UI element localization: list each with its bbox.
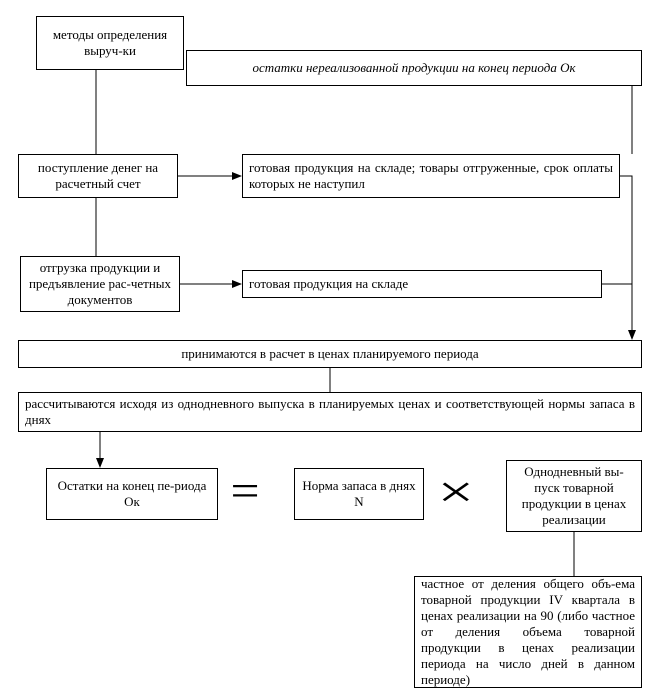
times-symbol: ×	[438, 469, 474, 515]
node-remains: остатки нереализованной продукции на кон…	[186, 50, 642, 86]
node-prices: принимаются в расчет в ценах планируемог…	[18, 340, 642, 368]
node-label: рассчитываются исходя из однодневного вы…	[25, 396, 635, 428]
node-label: Однодневный вы-пуск товарной продукции в…	[513, 464, 635, 528]
symbol-char: ×	[438, 467, 474, 518]
node-label: отгрузка продукции и предъявление рас-че…	[27, 260, 173, 308]
node-label: принимаются в расчет в ценах планируемог…	[181, 346, 478, 362]
node-income: поступление денег на расчетный счет	[18, 154, 178, 198]
node-label: поступление денег на расчетный счет	[25, 160, 171, 192]
node-label: готовая продукция на складе	[249, 276, 408, 292]
node-quotient: частное от деления общего объ-ема товарн…	[414, 576, 642, 688]
node-methods: методы определения выруч-ки	[36, 16, 184, 70]
node-shipment: отгрузка продукции и предъявление рас-че…	[20, 256, 180, 312]
node-label: готовая продукция на складе; товары отгр…	[249, 160, 613, 192]
symbol-char: =	[230, 465, 259, 516]
node-label: Норма запаса в днях N	[301, 478, 417, 510]
node-ok: Остатки на конец пе-риода Ок	[46, 468, 218, 520]
equals-symbol: =	[230, 468, 259, 514]
node-ready1: готовая продукция на складе; товары отгр…	[242, 154, 620, 198]
node-calc: рассчитываются исходя из однодневного вы…	[18, 392, 642, 432]
node-label: частное от деления общего объ-ема товарн…	[421, 576, 635, 688]
node-label: Остатки на конец пе-риода Ок	[53, 478, 211, 510]
node-daily: Однодневный вы-пуск товарной продукции в…	[506, 460, 642, 532]
node-label: остатки нереализованной продукции на кон…	[252, 60, 575, 76]
node-norm: Норма запаса в днях N	[294, 468, 424, 520]
node-label: методы определения выруч-ки	[43, 27, 177, 59]
node-ready2: готовая продукция на складе	[242, 270, 602, 298]
